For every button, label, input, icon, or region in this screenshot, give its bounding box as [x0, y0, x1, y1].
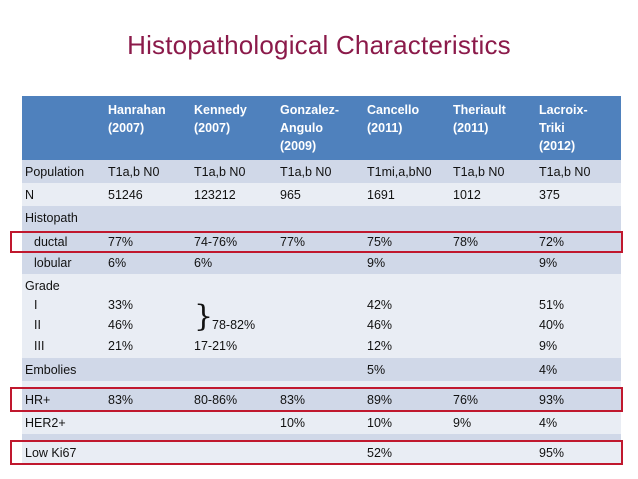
slide-title: Histopathological Characteristics — [127, 30, 511, 60]
row-label: Population — [25, 165, 85, 179]
table-cell: 4% — [539, 363, 558, 377]
row-label: Embolies — [25, 363, 77, 377]
table-cell: 83% — [280, 393, 306, 407]
table-cell: 9% — [539, 339, 558, 353]
table-cell: 93% — [539, 393, 565, 407]
table-cell: T1a,b N0 — [194, 165, 246, 179]
row-n — [22, 183, 621, 206]
table-cell: 72% — [539, 235, 565, 249]
row-label: Low Ki67 — [25, 446, 77, 460]
table-cell: 9% — [453, 416, 472, 430]
table-cell: T1mi,a,bN0 — [367, 165, 432, 179]
row-spacer — [22, 381, 621, 388]
header-cancello: Cancello (2011) — [367, 103, 420, 135]
kennedy-grade-combined: 78-82% — [212, 318, 256, 332]
table-cell: 83% — [108, 393, 134, 407]
table-cell: 89% — [367, 393, 393, 407]
table-cell: 9% — [539, 256, 558, 270]
table-cell: 77% — [280, 235, 306, 249]
table-cell: 12% — [367, 339, 393, 353]
row-her2 — [22, 411, 621, 434]
table-cell: 33% — [108, 298, 134, 312]
table-cell: 9% — [367, 256, 386, 270]
row-label: Histopath — [25, 211, 78, 225]
table-cell: 80-86% — [194, 393, 238, 407]
sub-row-label: ductal — [34, 235, 68, 249]
header-theriault: Theriault (2011) — [453, 103, 506, 135]
row-histopath — [22, 206, 621, 274]
highlight-hr-row — [10, 387, 623, 412]
characteristics-table: Hanrahan (2007) Kennedy (2007) Gonzalez- An… — [10, 96, 623, 474]
row-spacer-2 — [22, 434, 621, 441]
header-lacroix-triki: Lacroix- Triki (2012) — [539, 103, 588, 153]
sub-row-label: II — [34, 318, 41, 332]
row-label: HR+ — [25, 393, 51, 407]
table-cell: 77% — [108, 235, 134, 249]
table-cell: 6% — [194, 256, 213, 270]
table-cell: 75% — [367, 235, 393, 249]
row-ki67 — [22, 441, 621, 464]
table-cell: T1a,b N0 — [453, 165, 505, 179]
sub-row-label: III — [34, 339, 45, 353]
table-cell: 51246 — [108, 188, 143, 202]
highlight-ductal-row — [10, 231, 623, 253]
table-cell: T1a,b N0 — [539, 165, 591, 179]
table-cell: 21% — [108, 339, 134, 353]
header-kennedy: Kennedy (2007) — [194, 103, 247, 135]
highlight-ki67-row — [10, 440, 623, 465]
table-cell: 46% — [367, 318, 393, 332]
row-embolies — [22, 358, 621, 381]
table-cell: 123212 — [194, 188, 236, 202]
header-gonzalez-angulo: Gonzalez- Angulo (2009) — [280, 103, 340, 153]
table-cell: 74-76% — [194, 235, 238, 249]
table-cell: 78% — [453, 235, 479, 249]
row-population — [22, 160, 621, 183]
table-cell: T1a,b N0 — [280, 165, 332, 179]
row-label: Grade — [25, 279, 60, 293]
row-hr — [22, 388, 621, 411]
table-cell: 1012 — [453, 188, 481, 202]
table-cell: 40% — [539, 318, 565, 332]
row-label: N — [25, 188, 35, 202]
table-cell: 10% — [367, 416, 393, 430]
table-cell: 1691 — [367, 188, 395, 202]
sub-row-label: I — [34, 298, 38, 312]
sub-row-label: lobular — [34, 256, 72, 270]
table-cell: 76% — [453, 393, 479, 407]
header-hanrahan: Hanrahan (2007) — [108, 103, 166, 135]
table-cell: T1a,b N0 — [108, 165, 160, 179]
table-cell: 17-21% — [194, 339, 238, 353]
table-cell: 4% — [539, 416, 558, 430]
table-cell: 52% — [367, 446, 393, 460]
table-cell: 375 — [539, 188, 560, 202]
table-header-row — [22, 96, 621, 160]
table-cell: 965 — [280, 188, 301, 202]
table-cell: 51% — [539, 298, 565, 312]
row-grade — [22, 274, 621, 358]
table-cell: 10% — [280, 416, 306, 430]
table-cell: 46% — [108, 318, 134, 332]
brace-symbol: } — [194, 299, 214, 334]
table-cell: 95% — [539, 446, 565, 460]
table-cell: 6% — [108, 256, 127, 270]
table-cell: 5% — [367, 363, 386, 377]
row-label: HER2+ — [25, 416, 66, 430]
table-cell: 42% — [367, 298, 393, 312]
